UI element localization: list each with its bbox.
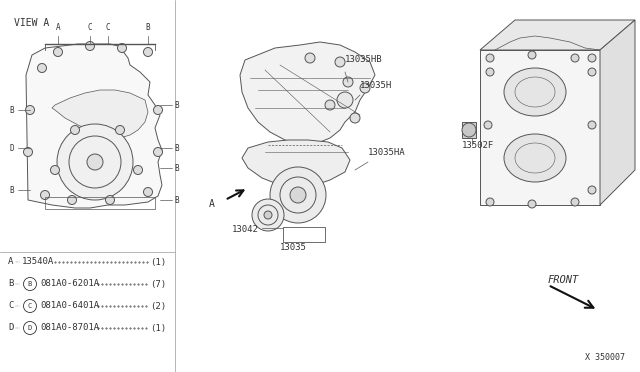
Polygon shape bbox=[480, 50, 600, 205]
Text: VIEW A: VIEW A bbox=[14, 18, 49, 28]
Text: B: B bbox=[28, 281, 32, 287]
Polygon shape bbox=[600, 20, 635, 205]
Text: 13540A: 13540A bbox=[22, 257, 54, 266]
Text: C: C bbox=[106, 23, 110, 32]
Circle shape bbox=[264, 211, 272, 219]
Polygon shape bbox=[26, 44, 162, 208]
Text: 13502F: 13502F bbox=[462, 141, 494, 150]
Circle shape bbox=[486, 198, 494, 206]
Text: (7): (7) bbox=[150, 279, 166, 289]
Text: C: C bbox=[8, 301, 13, 311]
Polygon shape bbox=[240, 42, 375, 145]
Circle shape bbox=[325, 100, 335, 110]
Text: B: B bbox=[174, 196, 179, 205]
Text: FRONT: FRONT bbox=[548, 275, 579, 285]
Circle shape bbox=[343, 77, 353, 87]
Circle shape bbox=[67, 196, 77, 205]
Text: C: C bbox=[28, 303, 32, 309]
Circle shape bbox=[528, 200, 536, 208]
Circle shape bbox=[70, 125, 79, 135]
Text: B: B bbox=[9, 186, 13, 195]
Circle shape bbox=[588, 186, 596, 194]
Text: A: A bbox=[209, 199, 215, 209]
Circle shape bbox=[571, 54, 579, 62]
Text: A: A bbox=[8, 257, 13, 266]
Text: B: B bbox=[146, 23, 150, 32]
Circle shape bbox=[115, 125, 125, 135]
Text: (1): (1) bbox=[150, 257, 166, 266]
Text: D: D bbox=[28, 325, 32, 331]
Circle shape bbox=[40, 190, 49, 199]
Bar bbox=[45, 197, 155, 209]
Circle shape bbox=[588, 54, 596, 62]
Circle shape bbox=[143, 187, 152, 196]
Text: D: D bbox=[9, 144, 13, 153]
Text: B: B bbox=[174, 164, 179, 173]
Text: B: B bbox=[8, 279, 13, 289]
Text: 13035HA: 13035HA bbox=[368, 148, 406, 157]
Polygon shape bbox=[52, 90, 148, 138]
Circle shape bbox=[588, 68, 596, 76]
Circle shape bbox=[54, 48, 63, 57]
Circle shape bbox=[86, 42, 95, 51]
Text: B: B bbox=[174, 144, 179, 153]
Circle shape bbox=[118, 44, 127, 52]
Circle shape bbox=[24, 148, 33, 157]
Circle shape bbox=[462, 123, 476, 137]
Circle shape bbox=[24, 278, 36, 291]
Circle shape bbox=[350, 113, 360, 123]
Text: 13035: 13035 bbox=[280, 243, 307, 252]
Circle shape bbox=[154, 148, 163, 157]
Circle shape bbox=[38, 64, 47, 73]
Circle shape bbox=[24, 321, 36, 334]
Circle shape bbox=[143, 48, 152, 57]
Circle shape bbox=[360, 83, 370, 93]
Text: (2): (2) bbox=[150, 301, 166, 311]
Text: 13035H: 13035H bbox=[360, 81, 392, 90]
Text: C: C bbox=[88, 23, 92, 32]
Circle shape bbox=[24, 299, 36, 312]
Circle shape bbox=[106, 196, 115, 205]
Circle shape bbox=[305, 53, 315, 63]
Circle shape bbox=[154, 106, 163, 115]
Text: 081A0-8701A: 081A0-8701A bbox=[40, 324, 99, 333]
Circle shape bbox=[134, 166, 143, 174]
Text: 081A0-6401A: 081A0-6401A bbox=[40, 301, 99, 311]
Circle shape bbox=[486, 54, 494, 62]
Circle shape bbox=[571, 198, 579, 206]
Text: (1): (1) bbox=[150, 324, 166, 333]
Circle shape bbox=[26, 106, 35, 115]
Circle shape bbox=[290, 187, 306, 203]
Circle shape bbox=[484, 121, 492, 129]
Text: 081A0-6201A: 081A0-6201A bbox=[40, 279, 99, 289]
Circle shape bbox=[270, 167, 326, 223]
Ellipse shape bbox=[504, 134, 566, 182]
Circle shape bbox=[335, 57, 345, 67]
Circle shape bbox=[528, 51, 536, 59]
Text: D: D bbox=[8, 324, 13, 333]
Ellipse shape bbox=[504, 68, 566, 116]
Text: 13035HB: 13035HB bbox=[345, 55, 383, 64]
Circle shape bbox=[252, 199, 284, 231]
Text: B: B bbox=[174, 100, 179, 109]
Text: A: A bbox=[56, 23, 60, 32]
Circle shape bbox=[337, 92, 353, 108]
Circle shape bbox=[57, 124, 133, 200]
Polygon shape bbox=[462, 122, 476, 138]
Circle shape bbox=[87, 154, 103, 170]
Text: 13042: 13042 bbox=[232, 225, 259, 234]
Text: X 350007: X 350007 bbox=[585, 353, 625, 362]
Polygon shape bbox=[480, 20, 635, 50]
Circle shape bbox=[486, 68, 494, 76]
Text: B: B bbox=[9, 106, 13, 115]
Circle shape bbox=[588, 121, 596, 129]
Polygon shape bbox=[242, 140, 350, 188]
Circle shape bbox=[51, 166, 60, 174]
Bar bbox=[283, 227, 325, 242]
